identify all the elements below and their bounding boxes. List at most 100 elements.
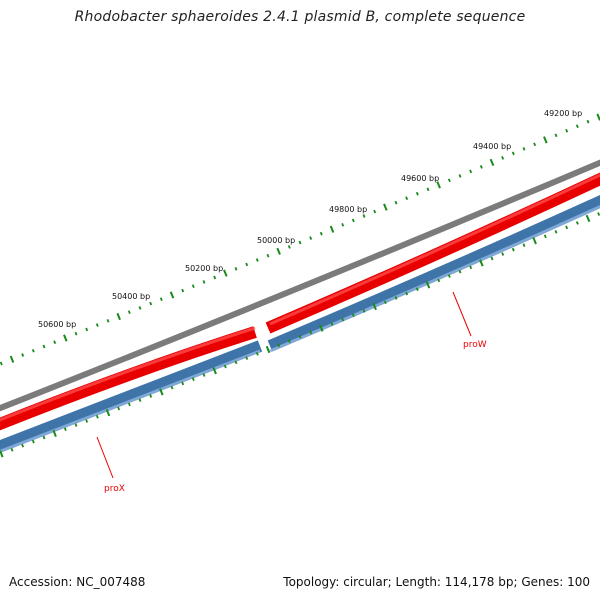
scale-label-49200: 49200 bp [544,109,582,118]
inner-scale-minor-tick [522,243,526,248]
outer-scale-minor-tick [469,169,473,174]
inner-scale-major-tick [319,324,324,332]
inner-scale-minor-tick [42,435,46,440]
inner-scale-minor-tick [202,373,206,377]
proW-leader-line [452,291,472,337]
inner-scale-minor-tick [383,300,387,305]
inner-scale-minor-tick [117,406,121,411]
gene-proW[interactable] [265,165,600,334]
scale-label-49400: 49400 bp [473,142,511,151]
inner-scale-minor-tick [565,225,569,230]
outer-scale-minor-tick [319,231,323,236]
outer-scale-ticks [0,113,600,366]
outer-scale-minor-tick [255,258,259,262]
outer-scale-minor-tick [554,133,558,138]
gene-forward-left-highlight [0,326,256,422]
outer-scale-minor-tick [213,275,217,280]
inner-scale-minor-tick [277,343,281,348]
inner-scale-minor-tick [127,402,131,407]
accession-text: Accession: NC_007488 [9,575,146,589]
outer-scale-major-tick [276,247,281,255]
outer-scale-minor-tick [85,327,89,332]
outer-scale-minor-tick [31,348,35,353]
inner-scale-minor-tick [138,398,142,403]
outer-scale-minor-tick [245,262,249,267]
outer-scale-major-tick [436,181,441,189]
outer-scale-minor-tick [149,301,153,306]
outer-scale-minor-tick [458,174,462,178]
inner-scale-minor-tick [149,394,153,398]
outer-scale-minor-tick [501,156,505,160]
outer-scale-major-tick [9,355,15,363]
inner-scale-minor-tick [554,230,558,234]
outer-scale-major-tick [543,136,548,144]
outer-scale-minor-tick [234,266,238,271]
inner-scale-minor-tick [223,364,227,369]
outer-scale-minor-tick [181,288,185,293]
outer-scale-minor-tick [447,178,451,183]
outer-scale-minor-tick [42,344,46,349]
inner-scale-minor-tick [405,291,409,296]
inner-scale-minor-tick [575,221,579,225]
inner-scale-minor-tick [74,423,78,427]
inner-scale-minor-tick [234,360,238,365]
outer-scale-minor-tick [138,306,142,310]
inner-scale-minor-tick [415,287,419,292]
inner-scale-minor-tick [341,317,345,322]
inner-scale-minor-tick [362,309,366,313]
inner-scale-minor-tick [255,351,259,356]
outer-scale-minor-tick [362,214,366,218]
outer-scale-minor-tick [351,218,355,223]
outer-scale-major-tick [223,269,228,277]
gene-label-proW[interactable]: proW [463,340,487,350]
inner-scale-major-tick [265,345,271,354]
inner-scale-major-tick [372,302,377,311]
inner-scale-major-tick [532,237,537,245]
scale-label-50600: 50600 bp [38,320,76,329]
outer-scale-minor-tick [127,310,131,315]
gene-proX-highlight [0,349,261,454]
inner-scale-minor-tick [458,269,462,274]
gene-label-proX[interactable]: proX [104,484,125,494]
inner-scale-major-tick [585,214,591,223]
outer-scale-major-tick [383,203,388,211]
inner-scale-minor-tick [511,247,515,252]
scale-label-50400: 50400 bp [112,292,150,301]
outer-scale-major-tick [169,291,175,299]
inner-scale-major-tick [479,259,484,267]
outer-scale-minor-tick [341,223,345,227]
outer-scale-minor-tick [426,187,430,192]
outer-scale-minor-tick [95,323,99,327]
outer-scale-minor-tick [53,340,57,345]
outer-scale-minor-tick [511,151,515,156]
gene-reverse-right[interactable] [267,188,600,352]
outer-scale-minor-tick [309,236,313,240]
scale-label-50000: 50000 bp [257,236,295,245]
inner-scale-minor-tick [170,385,174,390]
inner-scale-minor-tick [597,212,600,216]
inner-scale-minor-tick [351,313,355,318]
scale-label-49800: 49800 bp [329,205,367,214]
inner-scale-major-tick [52,429,57,437]
outer-scale-minor-tick [21,353,25,357]
proX-leader-line [96,436,114,479]
inner-scale-minor-tick [447,274,451,278]
inner-scale-minor-tick [21,443,25,448]
inner-scale-ticks [0,212,600,458]
outer-scale-major-tick [329,225,335,233]
gene-proX[interactable] [0,340,263,458]
inner-scale-major-tick [212,367,217,375]
outer-scale-minor-tick [287,245,291,249]
inner-scale-minor-tick [298,334,302,339]
outer-scale-minor-tick [533,142,537,147]
inner-scale-minor-tick [85,419,89,423]
inner-scale-minor-tick [394,296,398,300]
inner-scale-minor-tick [181,381,185,386]
scale-label-49600: 49600 bp [401,174,439,183]
inner-scale-minor-tick [10,447,14,452]
outer-scale-minor-tick [415,191,419,196]
sequence-backbone [0,159,600,412]
inner-scale-minor-tick [191,377,195,382]
gene-forward-left[interactable] [0,326,257,436]
